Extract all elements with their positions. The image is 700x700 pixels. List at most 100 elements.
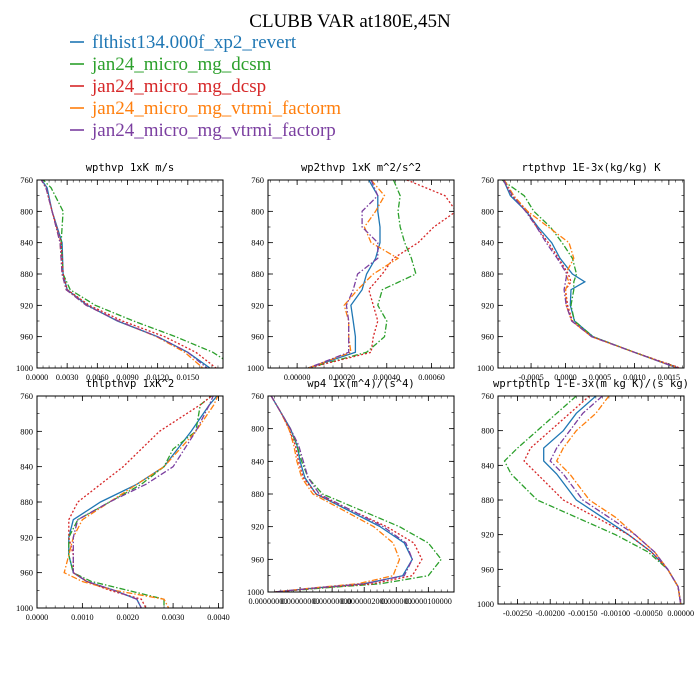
x-tick-label: 0.0015 <box>658 373 681 382</box>
plot-frame <box>36 179 224 369</box>
series-line-3 <box>40 180 217 368</box>
series-line-5 <box>270 396 414 592</box>
y-tick-label: 960 <box>251 554 264 564</box>
x-tick-label: -0.00150 <box>568 609 597 618</box>
panel-6: wprtpthlp 1-E-3x(m kg K)/(s kg)760 800 840… <box>477 378 694 618</box>
panel-title: wp2thvp 1xK m^2/s^2 <box>301 162 421 174</box>
panel-1: wpthvp 1xK m/s76080084088092096010000.00… <box>16 162 224 382</box>
panel-title: wpthvp 1xK m/s <box>86 162 175 174</box>
x-tick-label: -0.00250 <box>503 609 532 618</box>
x-tick-label: 0.00000000 <box>281 597 320 606</box>
x-tick-label: -0.0005 <box>518 373 543 382</box>
x-tick-label: 0.0010 <box>71 613 94 622</box>
series-line-3 <box>308 180 454 368</box>
x-tick-label: 0.00000 <box>667 609 694 618</box>
plot-frame <box>267 395 455 593</box>
series-line-4 <box>270 396 401 592</box>
series-line-2 <box>308 180 417 368</box>
legend-label: jan24_micro_mg_vtrmi_factorm <box>91 98 341 119</box>
y-tick-label: 800 <box>251 206 264 216</box>
y-tick-label: 960 <box>20 332 33 342</box>
legend: flthist134.000f_xp2_revertjan24_micro_mg… <box>70 32 341 141</box>
series-line-2 <box>270 396 443 592</box>
panels: wpthvp 1xK m/s 760 800 840 880 920 960 1000 0.00… <box>16 162 694 622</box>
panel-title: thlpthvp 1xK^2 <box>86 378 175 390</box>
legend-label: jan24_micro_mg_dcsm <box>91 54 272 75</box>
x-tick-label: 0.0000100000 <box>405 597 452 606</box>
y-tick-label: 960 <box>20 568 33 578</box>
series-line-3 <box>68 396 213 608</box>
y-tick-label: 800 <box>481 206 494 216</box>
x-tick-label: 0.0000002000 <box>341 597 388 606</box>
y-tick-label: 920 <box>481 530 494 540</box>
panel-title: wp4 1x(m^4)/(s^4) <box>307 378 414 390</box>
y-tick-label: 1000 <box>16 603 33 613</box>
series-line-5 <box>72 396 214 608</box>
x-tick-label: 0.0040 <box>207 613 230 622</box>
x-tick-label: -0.00200 <box>536 609 565 618</box>
y-tick-label: 920 <box>20 300 33 310</box>
legend-label: flthist134.000f_xp2_revert <box>92 32 297 53</box>
series-line-4 <box>40 180 204 368</box>
x-tick-label: -0.00050 <box>633 609 662 618</box>
series-line-1 <box>270 396 414 592</box>
x-tick-label: 0.0000 <box>26 373 49 382</box>
y-tick-label: 960 <box>251 332 264 342</box>
y-tick-label: 920 <box>481 300 494 310</box>
y-tick-label: 840 <box>20 462 33 472</box>
y-tick-label: 840 <box>481 238 494 248</box>
y-tick-label: 1000 <box>477 363 494 373</box>
x-tick-label: 0.00000000 <box>313 597 352 606</box>
y-tick-label: 920 <box>251 300 264 310</box>
series-line-3 <box>523 396 682 604</box>
series-line-2 <box>68 396 213 608</box>
series-line-3 <box>270 396 423 592</box>
y-tick-label: 760 <box>20 175 33 185</box>
y-tick-label: 880 <box>251 489 264 499</box>
series-line-1 <box>40 180 211 368</box>
x-tick-label: 0.0060 <box>86 373 109 382</box>
series-line-5 <box>40 180 208 368</box>
panel-title: rtpthvp 1E-3x(kg/kg) K <box>521 162 661 174</box>
series-line-1 <box>502 180 678 368</box>
x-tick-label: 0.00040 <box>373 373 400 382</box>
y-tick-label: 760 <box>251 391 264 401</box>
y-tick-label: 880 <box>20 269 33 279</box>
plot-frame <box>36 395 224 609</box>
y-tick-label: 880 <box>481 495 494 505</box>
plot-frame <box>267 179 455 369</box>
series-line-4 <box>503 180 679 368</box>
y-tick-label: 840 <box>20 238 33 248</box>
y-tick-label: 920 <box>251 522 264 532</box>
x-tick-label: 0.0030 <box>162 613 185 622</box>
plot-frame <box>497 179 685 369</box>
y-tick-label: 920 <box>20 532 33 542</box>
series-line-3 <box>502 180 681 368</box>
series-line-2 <box>501 180 680 368</box>
panel-3: rtpthvp 1E-3x(kg/kg) K 760 800 840 880 920 960… <box>477 162 685 382</box>
series-line-1 <box>308 180 381 368</box>
series-line-5 <box>502 180 679 368</box>
y-tick-label: 800 <box>20 426 33 436</box>
y-tick-label: 960 <box>481 564 494 574</box>
y-tick-label: 1000 <box>247 587 264 597</box>
y-tick-label: 800 <box>251 424 264 434</box>
x-tick-label: 0.00000 <box>284 373 311 382</box>
y-tick-label: 760 <box>481 391 494 401</box>
x-tick-label: 0.0030 <box>56 373 79 382</box>
x-tick-label: 0.0090 <box>116 373 139 382</box>
y-tick-label: 880 <box>251 269 264 279</box>
y-tick-label: 1000 <box>477 599 494 609</box>
y-tick-label: 840 <box>251 456 264 466</box>
x-tick-label: 0.0120 <box>146 373 169 382</box>
y-tick-label: 760 <box>20 391 33 401</box>
y-tick-label: 880 <box>481 269 494 279</box>
x-tick-label: 0.00060 <box>418 373 445 382</box>
y-tick-label: 880 <box>20 497 33 507</box>
x-tick-label: 0.0020 <box>116 613 139 622</box>
series-line-4 <box>308 180 400 368</box>
panel-4: thlpthvp 1xK^2 760 800 840 880 920 960 1000 0.00… <box>16 378 230 622</box>
figure-title: CLUBB VAR at180E,45N <box>249 11 451 32</box>
series-line-4 <box>555 396 682 604</box>
